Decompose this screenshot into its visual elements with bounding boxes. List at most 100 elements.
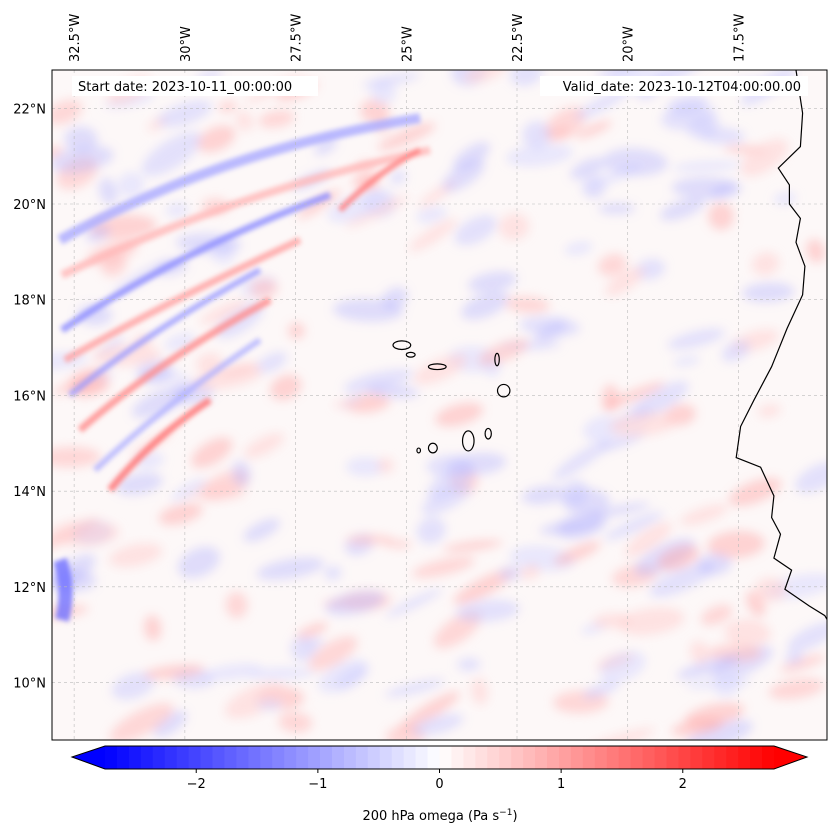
field-blob xyxy=(659,197,705,221)
island-outline xyxy=(461,430,475,452)
colorbar-outline xyxy=(70,745,809,770)
field-blob xyxy=(557,511,608,539)
colorbar-segment xyxy=(726,746,739,769)
island-outline xyxy=(405,351,416,358)
field-blob xyxy=(806,238,826,263)
field-blob xyxy=(308,636,358,671)
field-blob xyxy=(721,340,750,362)
field-blob xyxy=(680,504,728,526)
lat-tick-label: 14°N xyxy=(13,485,46,500)
field-blob xyxy=(131,384,191,418)
colorbar-segment xyxy=(272,746,285,769)
colorbar-segment xyxy=(343,746,357,769)
field-band xyxy=(77,296,272,433)
field-blob xyxy=(698,127,745,144)
colorbar-segment xyxy=(105,746,118,769)
field-blob xyxy=(754,577,787,602)
field-blob xyxy=(100,252,127,277)
colorbar-segment xyxy=(296,746,309,769)
field-blob xyxy=(671,160,742,172)
colorbar-segment xyxy=(523,746,536,769)
field-blob xyxy=(603,511,664,541)
field-band xyxy=(53,557,73,622)
colorbar-segment xyxy=(260,746,273,769)
field-blob xyxy=(773,192,797,205)
field-blob xyxy=(520,316,581,337)
field-blob xyxy=(158,503,203,525)
field-blob xyxy=(785,650,804,665)
colorbar-segment xyxy=(750,746,763,769)
field-blob xyxy=(225,591,248,619)
field-blob xyxy=(64,126,98,152)
field-band xyxy=(57,113,421,245)
colorbar-segment xyxy=(355,746,369,769)
field-blob xyxy=(454,215,497,246)
field-blob xyxy=(381,286,408,310)
field-blob xyxy=(144,614,162,642)
field-blob xyxy=(592,613,633,629)
field-blob xyxy=(605,267,645,297)
field-blob xyxy=(671,718,723,737)
colorbar-segment xyxy=(427,746,440,769)
field-blob xyxy=(218,101,237,112)
lon-tick-label: 27.5°W xyxy=(290,14,305,62)
colorbar-tick-label: 0 xyxy=(435,777,443,792)
field-blob xyxy=(468,271,517,293)
colorbar-segment xyxy=(188,746,202,769)
colorbar-tick-label: 2 xyxy=(679,777,687,792)
colorbar: −2 −1 0 1 2 200 hPa omega (Pa s−1) xyxy=(70,745,809,824)
colorbar-segment xyxy=(570,746,584,769)
colorbar-segment xyxy=(702,746,715,769)
colorbar-segment xyxy=(487,746,500,769)
field-blob xyxy=(671,177,742,199)
field-blob xyxy=(109,543,163,568)
field-blob xyxy=(617,607,685,636)
map-panel xyxy=(51,69,828,741)
field-blob xyxy=(345,195,409,228)
longitude-tick-labels: 32.5°W 30°W 27.5°W 25°W 22.5°W 20°W 17.5°W xyxy=(68,14,747,62)
colorbar-segment xyxy=(128,746,142,769)
field-blob xyxy=(278,711,313,733)
field-blob xyxy=(235,111,253,131)
field-blob xyxy=(780,654,826,673)
field-blob xyxy=(384,679,445,697)
field-blob xyxy=(426,455,473,478)
field-blob xyxy=(345,534,393,545)
island-outline xyxy=(427,442,438,454)
field-blob xyxy=(631,381,689,419)
field-blob xyxy=(661,103,716,130)
colorbar-ticks: −2 −1 0 1 2 xyxy=(187,769,687,792)
field-blob xyxy=(522,121,551,149)
latitude-tick-labels: 22°N 20°N 18°N 16°N 14°N 12°N 10°N xyxy=(13,102,46,691)
field-blob xyxy=(478,339,529,366)
field-blob xyxy=(270,374,302,401)
field-blob xyxy=(708,202,734,230)
field-blob xyxy=(52,99,83,125)
field-blob xyxy=(409,218,457,252)
field-blob xyxy=(435,402,484,427)
field-blob xyxy=(399,691,460,732)
field-blob xyxy=(314,137,338,156)
colorbar-tick-label: 1 xyxy=(557,777,565,792)
lon-tick-label: 32.5°W xyxy=(68,14,83,62)
colorbar-gradient xyxy=(72,746,807,769)
field-blob xyxy=(318,659,369,693)
field-blob xyxy=(464,70,508,83)
field-blob xyxy=(686,719,753,740)
colorbar-segment xyxy=(116,746,130,769)
field-blob xyxy=(182,489,245,500)
field-blob xyxy=(52,145,114,173)
field-blob xyxy=(690,641,710,664)
colorbar-label-exp: −1 xyxy=(499,808,512,818)
field-blob xyxy=(112,258,172,294)
lon-tick-label: 30°W xyxy=(179,26,194,62)
field-blob xyxy=(521,485,567,505)
map-frame xyxy=(51,69,828,741)
colorbar-segment xyxy=(236,746,249,769)
lon-tick-label: 20°W xyxy=(622,26,637,62)
field-blob xyxy=(787,621,827,652)
field-blob xyxy=(76,304,113,326)
start-date-label: Start date: 2023-10-11_00:00:00 xyxy=(78,80,292,95)
field-blob xyxy=(498,213,530,241)
field-blob xyxy=(505,296,550,314)
